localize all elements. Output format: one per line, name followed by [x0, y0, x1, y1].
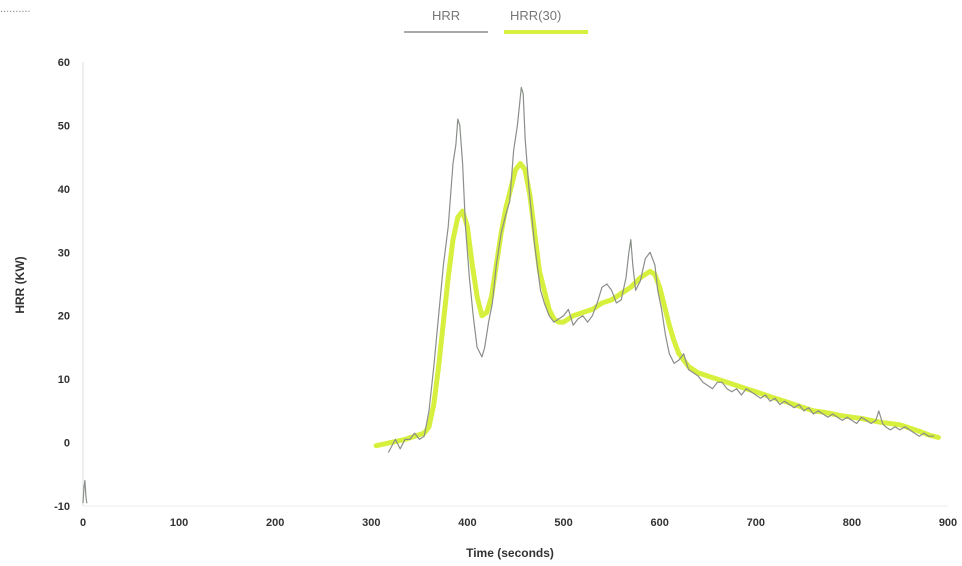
- series-layer: [82, 86, 941, 504]
- legend-label: HRR: [432, 8, 460, 23]
- y-tick-label: 50: [58, 120, 70, 132]
- x-tick-label: 100: [170, 517, 188, 529]
- y-tick-label: 0: [64, 438, 70, 450]
- y-tick-label: 40: [58, 184, 70, 196]
- y-tick-label: 10: [58, 374, 70, 386]
- series-line-hrr: [82, 86, 935, 504]
- x-tick-label: 700: [747, 517, 765, 529]
- x-tick-label: 200: [266, 517, 284, 529]
- grid-layer: [82, 62, 948, 507]
- legend-label: HRR(30): [510, 8, 561, 23]
- y-tick-label: 60: [58, 57, 70, 69]
- x-tick-label: 300: [362, 517, 380, 529]
- top-fragment-text: ..........: [0, 3, 31, 15]
- x-tick-label: 0: [80, 517, 86, 529]
- x-tick-label: 900: [939, 517, 957, 529]
- series-line-hrr30: [373, 161, 941, 449]
- x-axis-title: Time (seconds): [466, 546, 554, 560]
- axis-layer: 0 100 200 300 400 500 600 700 800 900 -10 0 10 20 30 40…: [54, 57, 957, 529]
- y-tick-label: 30: [58, 247, 70, 259]
- x-tick-label: 500: [554, 517, 572, 529]
- legend: HRR HRR(30): [404, 8, 588, 34]
- y-tick-label: -10: [54, 501, 70, 513]
- y-axis-title: HRR (KW): [13, 256, 27, 313]
- x-tick-label: 600: [650, 517, 668, 529]
- x-tick-label: 400: [458, 517, 476, 529]
- x-tick-label: 800: [843, 517, 861, 529]
- y-tick-label: 20: [58, 311, 70, 323]
